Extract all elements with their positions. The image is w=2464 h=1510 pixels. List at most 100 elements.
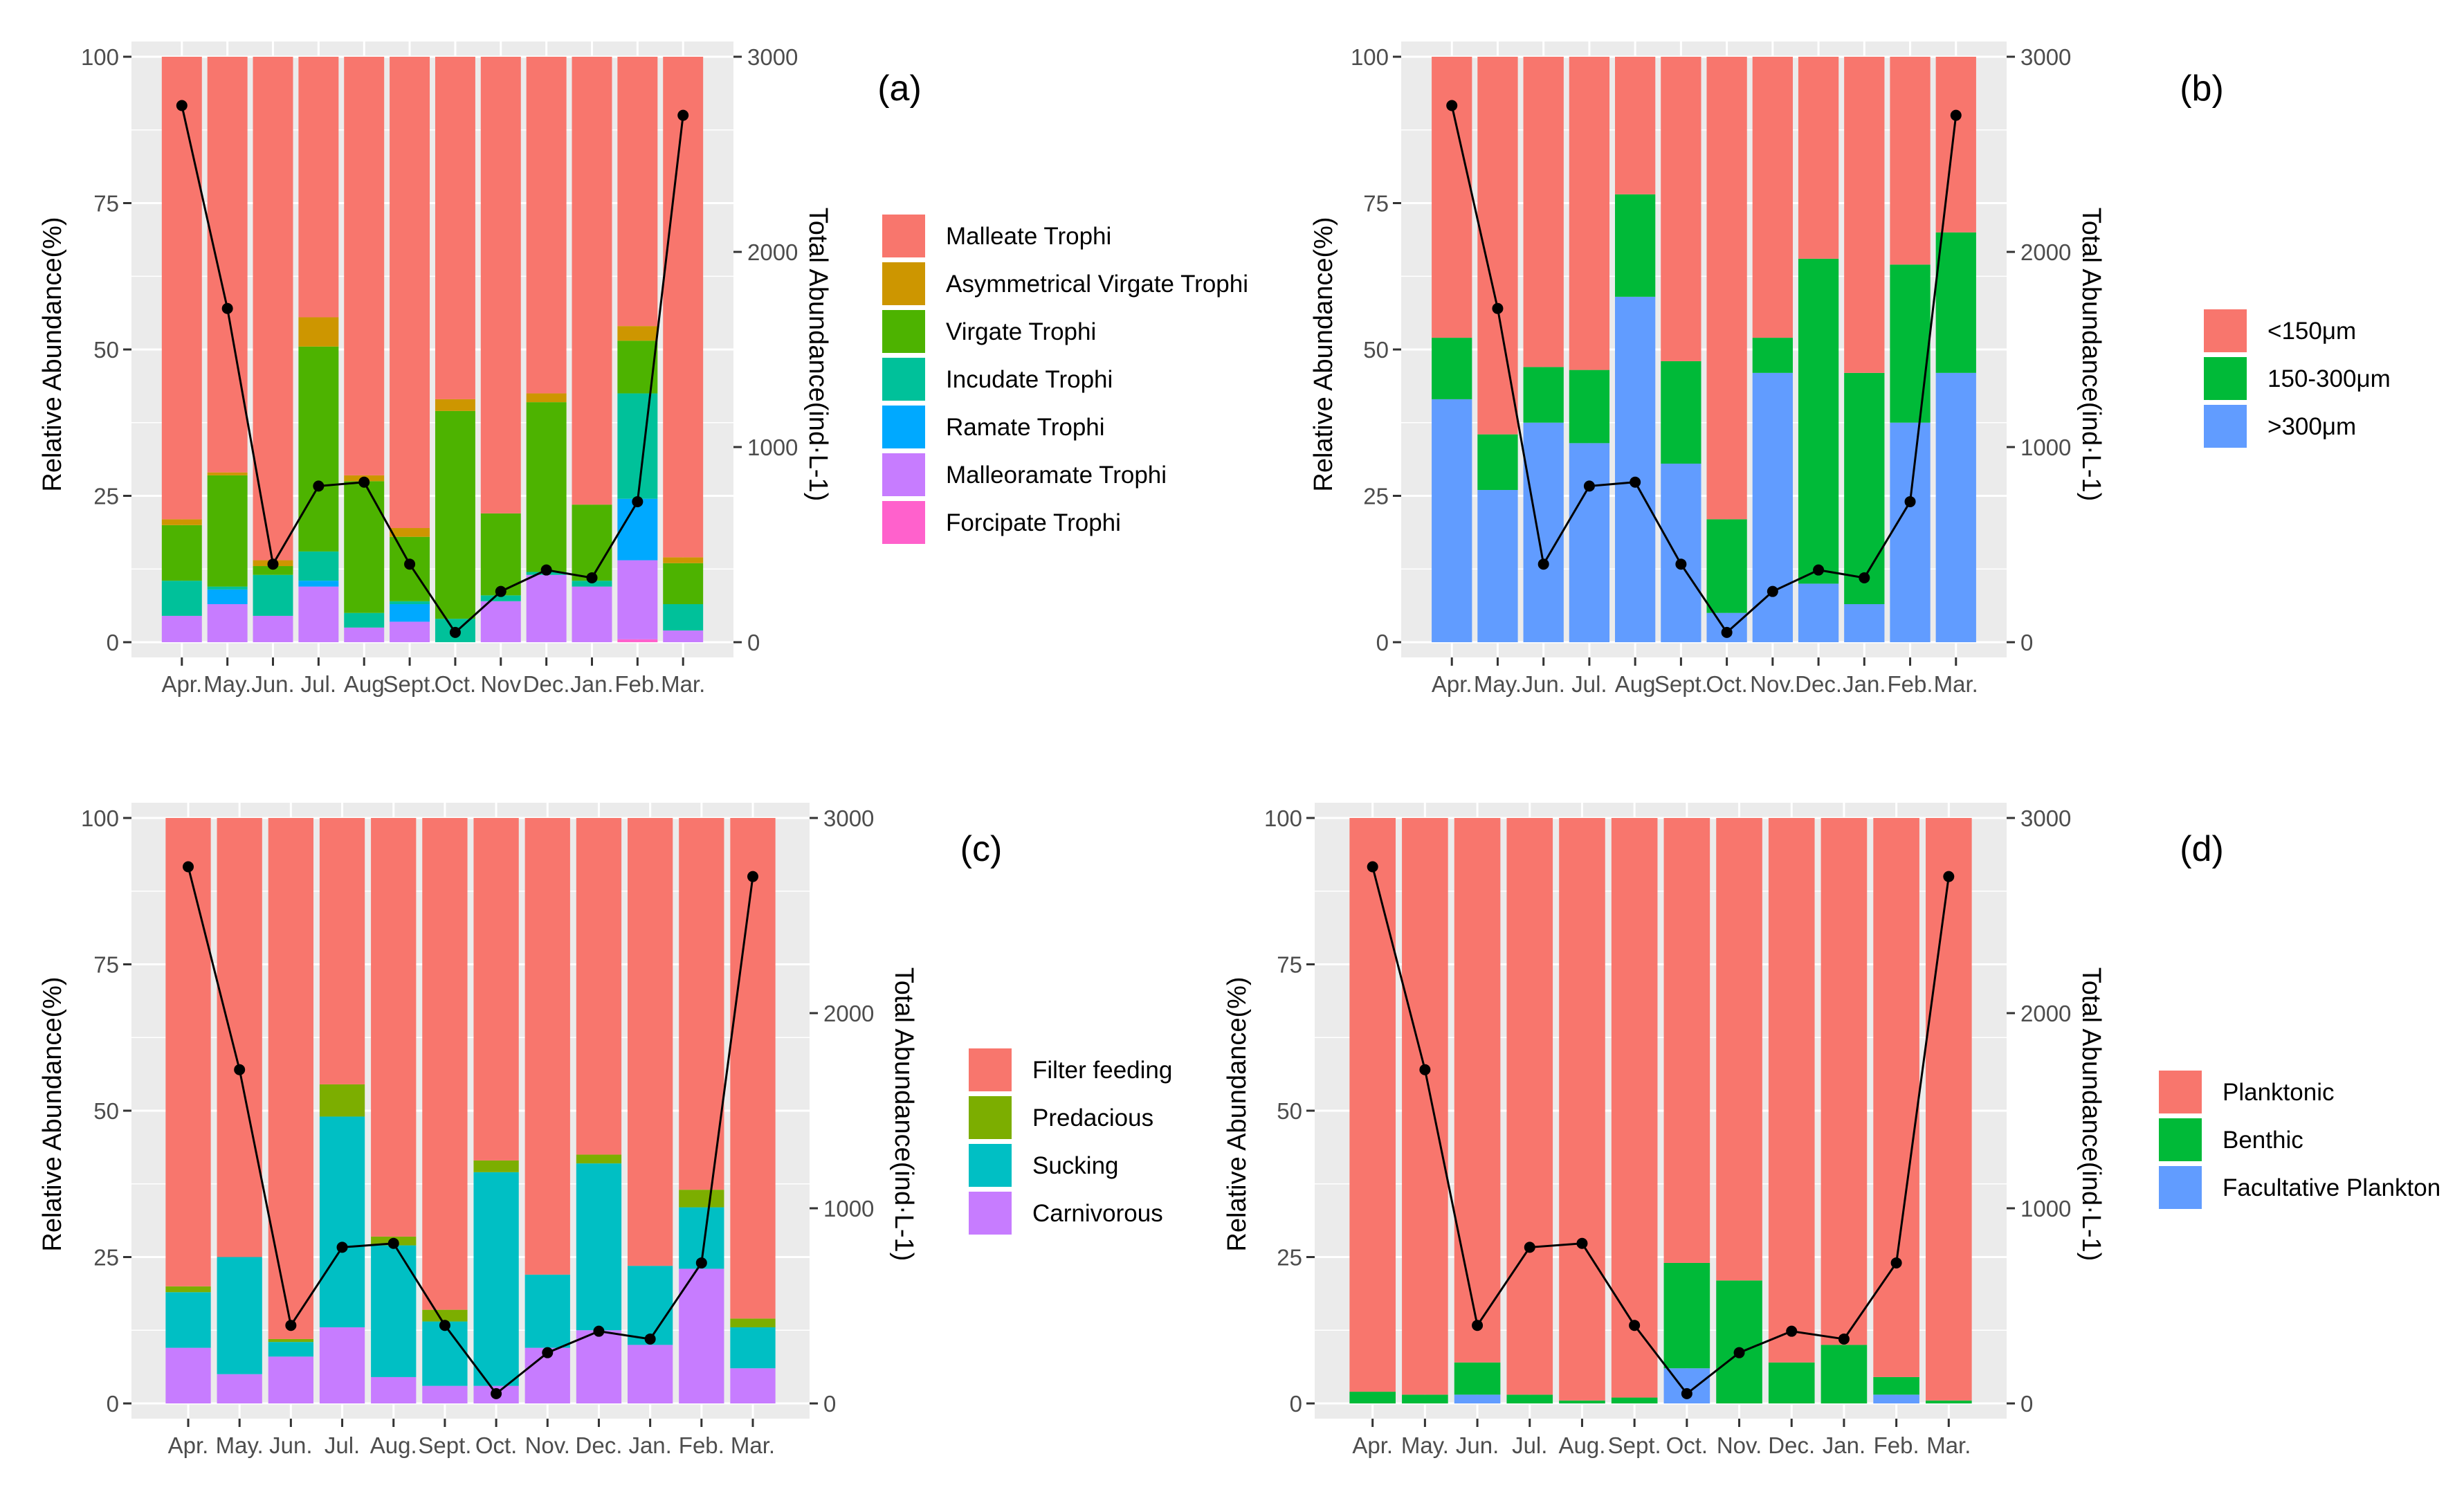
panel-c-y-label-right: Total Abundance(ind·L-1) (889, 967, 918, 1262)
panel-a: (a) Relative Abundance(%) Total Abundanc… (38, 69, 922, 501)
panel-c-bar-predacious-8 (576, 1154, 622, 1164)
panel-b-bar--150-m-11 (1935, 57, 1976, 233)
panel-a-ytick-label-left: 75 (93, 191, 119, 217)
panel-c-bar-sucking-7 (524, 1274, 570, 1348)
panel-c-bar-filter-feeding-7 (524, 818, 570, 1275)
panel-b-legend-key-150-300-m (2204, 357, 2247, 400)
panel-b-ytick-label-left: 75 (1363, 191, 1389, 217)
panel-b-bar--300-m-11 (1935, 372, 1976, 642)
panel-a-legend-label: Asymmetrical Virgate Trophi (946, 271, 1248, 298)
panel-b-xtick-label: Jan. (1843, 671, 1886, 697)
panel-b-bar--150-m-3 (1569, 57, 1610, 370)
panel-b-total-abundance-point-1 (1492, 302, 1504, 314)
panel-a-total-abundance-point-6 (449, 626, 461, 638)
panel-a-legend-label: Ramate Trophi (946, 414, 1105, 441)
panel-b-bar-150-300-m-6 (1706, 519, 1747, 613)
panel-a-total-abundance-point-5 (404, 558, 416, 570)
panel-a-bar-asymmetrical-virgate-trophi-0 (161, 519, 202, 525)
panel-d-bar-planktonic-9 (1820, 818, 1868, 1345)
panel-d-bar-planktonic-1 (1402, 818, 1448, 1395)
panel-d-bar-benthic-10 (1873, 1376, 1919, 1395)
panel-c-bar-carnivorous-0 (165, 1347, 211, 1403)
panel-a-bar-ramate-trophi-1 (207, 589, 248, 605)
panel-a-bar-forcipate-trophi-10 (617, 639, 658, 642)
panel-c-ytick-label-left: 75 (93, 952, 119, 978)
panel-d-legend-label: Facultative Plankton (2223, 1174, 2440, 1201)
panel-c-legend-key-predacious (969, 1096, 1012, 1139)
panel-c-xtick-label: Sept. (418, 1432, 471, 1458)
panel-c-bar-carnivorous-2 (268, 1356, 314, 1403)
panel-c-bar-carnivorous-5 (422, 1385, 468, 1403)
panel-d-bar-benthic-11 (1926, 1400, 1972, 1403)
panel-b-xtick-label: Jul. (1571, 671, 1607, 697)
panel-b-ytick-label-left: 0 (1376, 630, 1389, 655)
panel-b-bar--150-m-9 (1844, 57, 1885, 373)
panel-c-bar-filter-feeding-0 (165, 818, 211, 1286)
panel-b-bar-150-300-m-3 (1569, 370, 1610, 444)
panel-a-bar-virgate-trophi-6 (435, 410, 475, 619)
panel-b-bar--150-m-5 (1661, 57, 1701, 361)
panel-b-legend-label: 150-300μm (2267, 365, 2391, 392)
panel-c-xtick-label: Feb. (679, 1432, 724, 1458)
panel-c-bar-filter-feeding-5 (422, 818, 468, 1310)
panel-b-bar-150-300-m-11 (1935, 232, 1976, 373)
panel-d-xtick-label: Dec. (1768, 1432, 1815, 1458)
panel-b-bar-150-300-m-1 (1477, 434, 1518, 491)
panel-b-tag: (b) (2180, 69, 2224, 109)
panel-a-ytick-label-right: 3000 (747, 44, 798, 70)
panel-b-bar--150-m-8 (1798, 57, 1839, 259)
panel-a-bar-asymmetrical-virgate-trophi-10 (617, 326, 658, 341)
panel-a-bar-incudate-trophi-5 (390, 601, 430, 605)
panel-a-bar-asymmetrical-virgate-trophi-11 (663, 557, 704, 563)
panel-a-legend-key-ramate-trophi (882, 406, 925, 448)
panel-a-total-abundance-point-0 (176, 100, 188, 111)
panel-b-total-abundance-point-3 (1583, 480, 1595, 492)
panel-c-y-label-left: Relative Abundance(%) (38, 976, 67, 1251)
panel-c-bar-predacious-6 (473, 1160, 519, 1172)
panel-a-total-abundance-point-8 (540, 564, 552, 576)
panel-a-bar-virgate-trophi-11 (663, 563, 704, 605)
panel-c-bar-sucking-1 (217, 1257, 262, 1374)
panel-a-bar-incudate-trophi-3 (298, 551, 339, 581)
panel-d-bar-planktonic-4 (1559, 818, 1605, 1401)
panel-b-xtick-label: Mar. (1934, 671, 1978, 697)
panel-c-total-abundance-point-4 (387, 1237, 399, 1249)
panel-a-ytick-label-right: 2000 (747, 239, 798, 265)
panel-a-xtick-label: May. (203, 671, 251, 697)
panel-a-xtick-label: Jul. (301, 671, 336, 697)
panel-b-bar--150-m-10 (1890, 57, 1931, 265)
panel-a-total-abundance-point-2 (267, 558, 279, 570)
panel-a-bar-incudate-trophi-7 (480, 595, 521, 601)
panel-a-bar-malleoramate-trophi-4 (344, 627, 385, 642)
panel-d-ytick-label-left: 0 (1290, 1391, 1302, 1417)
panel-a-total-abundance-point-7 (495, 585, 507, 597)
panel-a-total-abundance-point-11 (677, 109, 689, 121)
panel-a-total-abundance-point-4 (358, 476, 370, 488)
panel-a-y-label-left: Relative Abundance(%) (38, 217, 67, 491)
panel-a-legend-label: Malleate Trophi (946, 223, 1111, 250)
panel-a-legend-key-forcipate-trophi (882, 501, 925, 544)
panel-d-total-abundance-point-4 (1576, 1237, 1588, 1249)
panel-a-bar-incudate-trophi-4 (344, 612, 385, 628)
panel-a-bar-malleate-trophi-2 (253, 57, 293, 561)
panel-a-bar-malleate-trophi-1 (207, 57, 248, 473)
panel-d-bar-planktonic-0 (1349, 818, 1396, 1392)
panel-b-total-abundance-point-9 (1859, 572, 1870, 583)
panel-c-xtick-label: Aug. (370, 1432, 417, 1458)
panel-b-xtick-label: Feb. (1888, 671, 1933, 697)
panel-d-total-abundance-point-5 (1629, 1320, 1641, 1331)
panel-a-bar-asymmetrical-virgate-trophi-6 (435, 399, 475, 411)
panel-a-xtick-label: Nov (480, 671, 521, 697)
panel-d-xtick-label: Mar. (1926, 1432, 1971, 1458)
panel-a-bar-asymmetrical-virgate-trophi-3 (298, 317, 339, 347)
panel-c-legend-key-sucking (969, 1144, 1012, 1187)
panel-d-total-abundance-point-11 (1943, 871, 1955, 882)
panel-b-legend-label: >300μm (2267, 413, 2356, 440)
panel-d-ytick-label-left: 50 (1277, 1098, 1302, 1124)
panel-d-xtick-label: Feb. (1874, 1432, 1919, 1458)
panel-a-bar-malleoramate-trophi-2 (253, 615, 293, 642)
panel-c-bar-carnivorous-8 (576, 1330, 622, 1403)
panel-d-ytick-label-right: 0 (2020, 1391, 2033, 1417)
panel-a-bar-malleoramate-trophi-1 (207, 604, 248, 642)
